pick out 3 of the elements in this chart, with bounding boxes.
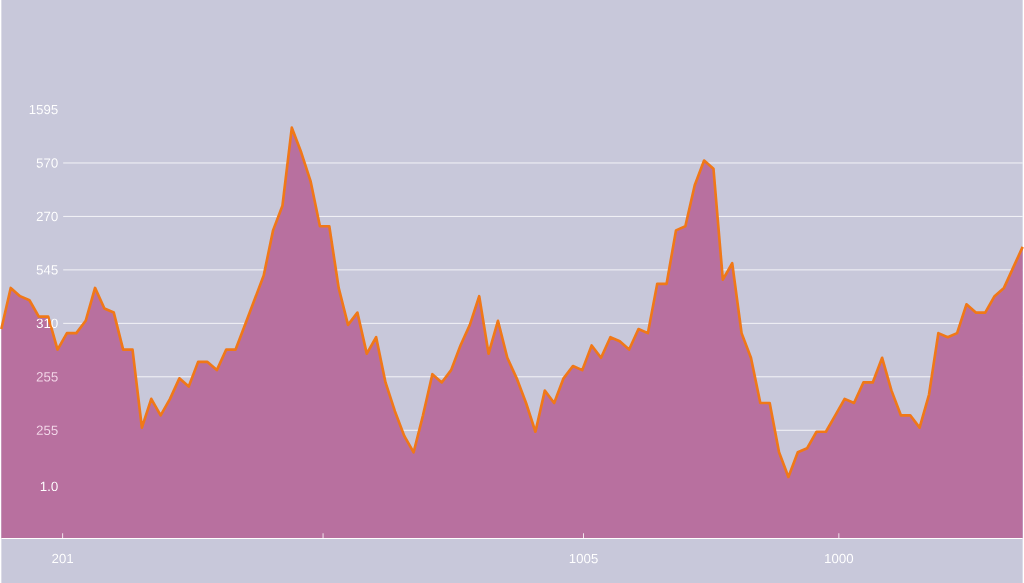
annotation: 1.0 — [40, 481, 58, 491]
annotation: 255 — [36, 425, 58, 435]
annotation: 255 — [36, 371, 58, 382]
